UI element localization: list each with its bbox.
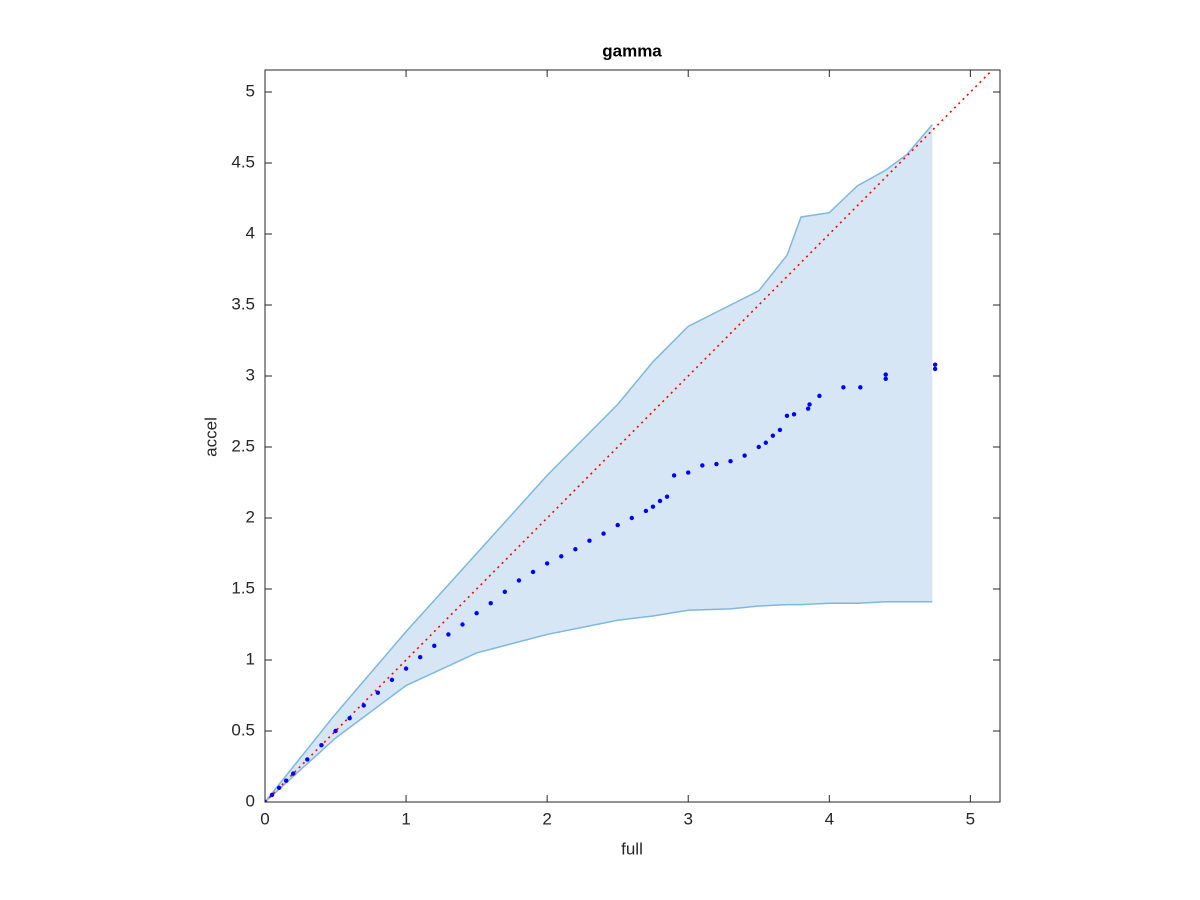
x-tick-label: 0 [260, 809, 269, 828]
y-tick-label: 2 [246, 507, 255, 526]
point [333, 728, 338, 734]
point [629, 515, 634, 521]
y-tick-label: 3 [246, 365, 255, 384]
point [375, 690, 381, 695]
point [573, 547, 578, 552]
point [530, 569, 536, 575]
point [805, 406, 811, 411]
point [883, 376, 888, 382]
point [488, 601, 493, 606]
x-axis-label: full [621, 839, 643, 858]
point [601, 531, 606, 536]
point [305, 757, 310, 762]
y-tick-label: 5 [246, 81, 255, 100]
point [784, 413, 790, 418]
point [791, 412, 797, 417]
point [841, 385, 846, 390]
y-tick-label: 3.5 [231, 294, 255, 313]
point [756, 444, 761, 450]
point [807, 402, 812, 407]
point [319, 743, 324, 748]
point [276, 785, 282, 791]
point [403, 666, 409, 671]
x-tick-label: 1 [401, 809, 410, 828]
y-tick-label: 4 [246, 223, 255, 242]
point [883, 372, 888, 377]
point [269, 792, 275, 798]
point [932, 362, 938, 367]
band-upper [265, 124, 933, 802]
point [817, 393, 822, 399]
point [516, 578, 522, 583]
point [283, 778, 289, 783]
point [686, 470, 691, 475]
y-tick-label: 1 [246, 649, 255, 668]
y-tick-label: 2.5 [231, 436, 255, 455]
axes-box [264, 69, 1001, 803]
band-fill [265, 124, 933, 802]
point [417, 654, 423, 660]
point [432, 643, 437, 649]
point [265, 799, 268, 802]
point [664, 494, 670, 499]
point [559, 554, 564, 559]
point [763, 440, 769, 445]
plot-area [265, 70, 994, 802]
point [650, 504, 656, 509]
point [777, 427, 783, 433]
y-tick-label: 4.5 [231, 152, 255, 171]
point [291, 771, 296, 776]
point [347, 716, 352, 721]
y-tick-label: 1.5 [231, 578, 255, 597]
y-tick-label: 0 [246, 791, 255, 810]
y-tick-label: 0.5 [231, 720, 255, 739]
point [474, 610, 479, 616]
point [615, 522, 620, 528]
point [544, 561, 550, 566]
point [361, 703, 366, 708]
x-tick-label: 3 [683, 809, 692, 828]
point [502, 589, 508, 595]
band-lower [265, 601, 933, 802]
point [742, 453, 747, 458]
point [700, 463, 705, 468]
point [643, 508, 649, 514]
point [858, 385, 863, 390]
point [587, 538, 592, 543]
point [389, 677, 395, 683]
x-tick-label: 5 [966, 809, 975, 828]
point [714, 461, 719, 467]
point [446, 632, 451, 637]
point [460, 622, 465, 627]
point [671, 473, 677, 478]
point [770, 433, 776, 438]
y-axis-label: accel [201, 417, 220, 457]
point [728, 459, 733, 464]
point [657, 498, 663, 504]
x-tick-label: 2 [542, 809, 551, 828]
chart-title: gamma [602, 41, 662, 60]
point [932, 366, 938, 372]
x-tick-label: 4 [825, 809, 834, 828]
